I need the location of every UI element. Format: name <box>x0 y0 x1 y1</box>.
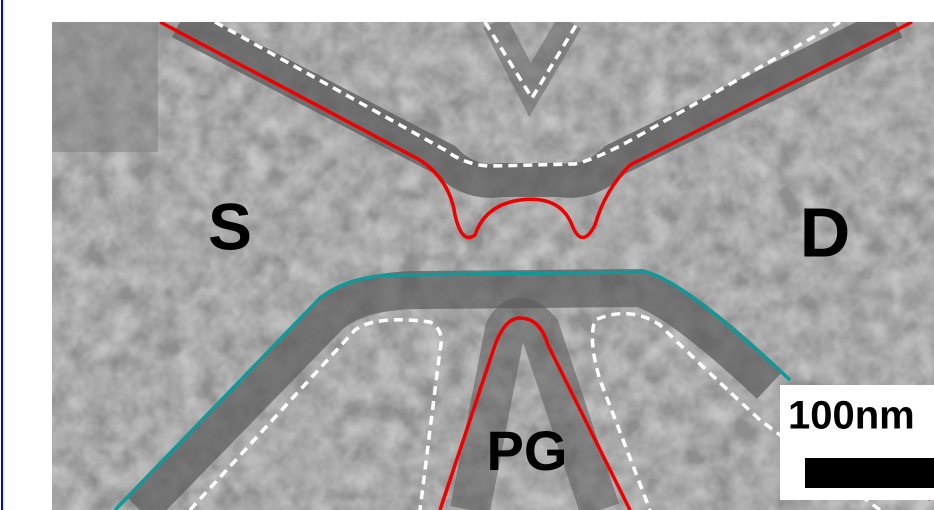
scale-bar-label: 100nm <box>788 394 915 438</box>
scale-bar <box>805 458 934 488</box>
gate-label: PG <box>487 419 568 482</box>
patch <box>52 22 158 152</box>
drain-label: D <box>800 193 851 271</box>
source-label: S <box>208 189 252 263</box>
sem-image: S D PG 100nm <box>52 22 934 510</box>
page: {"labels": {"source": "S", "drain": "D",… <box>0 0 934 510</box>
micrograph: S D PG 100nm <box>0 0 934 510</box>
